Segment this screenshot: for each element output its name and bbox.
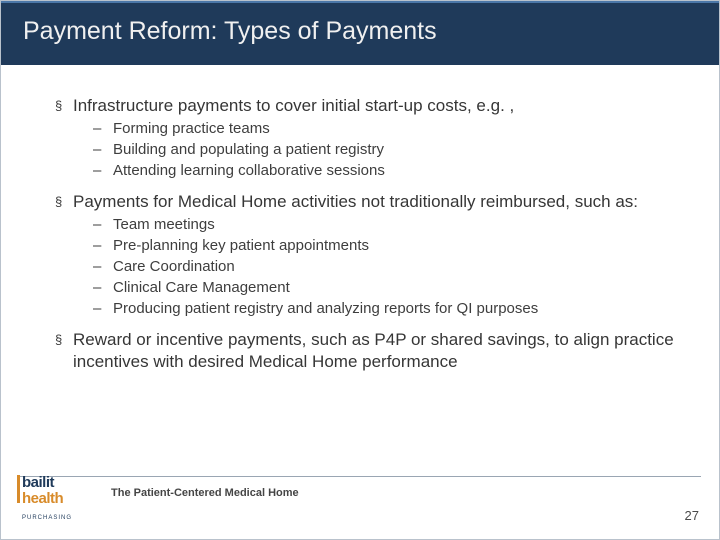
bullet-text: Payments for Medical Home activities not… — [73, 191, 638, 213]
sub-bullet-text: Producing patient registry and analyzing… — [113, 299, 538, 319]
square-bullet-icon: § — [55, 191, 73, 213]
logo-text-bailit: bailit — [22, 474, 54, 491]
footer-divider — [19, 476, 701, 477]
sub-bullet-item: –Building and populating a patient regis… — [93, 140, 681, 160]
bullet-item: § Infrastructure payments to cover initi… — [55, 95, 681, 117]
bullet-text: Reward or incentive payments, such as P4… — [73, 329, 681, 373]
sub-bullet-item: –Attending learning collaborative sessio… — [93, 161, 681, 181]
dash-icon: – — [93, 140, 113, 160]
sub-bullet-item: –Producing patient registry and analyzin… — [93, 299, 681, 319]
sub-bullet-text: Clinical Care Management — [113, 278, 290, 298]
sub-bullet-item: –Pre-planning key patient appointments — [93, 236, 681, 256]
sub-bullet-item: –Team meetings — [93, 215, 681, 235]
sub-list: –Team meetings –Pre-planning key patient… — [93, 215, 681, 319]
bullet-item: § Payments for Medical Home activities n… — [55, 191, 681, 213]
dash-icon: – — [93, 161, 113, 181]
sub-bullet-item: –Clinical Care Management — [93, 278, 681, 298]
title-bar: Payment Reform: Types of Payments — [1, 1, 719, 65]
bullet-item: § Reward or incentive payments, such as … — [55, 329, 681, 373]
sub-list: –Forming practice teams –Building and po… — [93, 119, 681, 181]
sub-bullet-text: Forming practice teams — [113, 119, 270, 139]
slide: Payment Reform: Types of Payments § Infr… — [0, 0, 720, 540]
dash-icon: – — [93, 215, 113, 235]
sub-bullet-text: Building and populating a patient regist… — [113, 140, 384, 160]
logo-bar-icon — [17, 475, 20, 503]
footer-text: The Patient-Centered Medical Home — [111, 487, 299, 499]
sub-bullet-text: Care Coordination — [113, 257, 235, 277]
page-number: 27 — [685, 508, 699, 523]
dash-icon: – — [93, 299, 113, 319]
square-bullet-icon: § — [55, 329, 73, 373]
sub-bullet-text: Pre-planning key patient appointments — [113, 236, 369, 256]
dash-icon: – — [93, 236, 113, 256]
square-bullet-icon: § — [55, 95, 73, 117]
logo-text-health: health — [22, 490, 63, 507]
dash-icon: – — [93, 278, 113, 298]
logo-text-purchasing: PURCHASING — [22, 515, 72, 521]
slide-title: Payment Reform: Types of Payments — [23, 17, 697, 46]
sub-bullet-text: Team meetings — [113, 215, 215, 235]
sub-bullet-item: –Care Coordination — [93, 257, 681, 277]
bailit-health-logo: bailit health PURCHASING — [17, 475, 72, 523]
dash-icon: – — [93, 119, 113, 139]
dash-icon: – — [93, 257, 113, 277]
content-area: § Infrastructure payments to cover initi… — [1, 65, 719, 373]
bullet-text: Infrastructure payments to cover initial… — [73, 95, 514, 117]
sub-bullet-item: –Forming practice teams — [93, 119, 681, 139]
sub-bullet-text: Attending learning collaborative session… — [113, 161, 385, 181]
